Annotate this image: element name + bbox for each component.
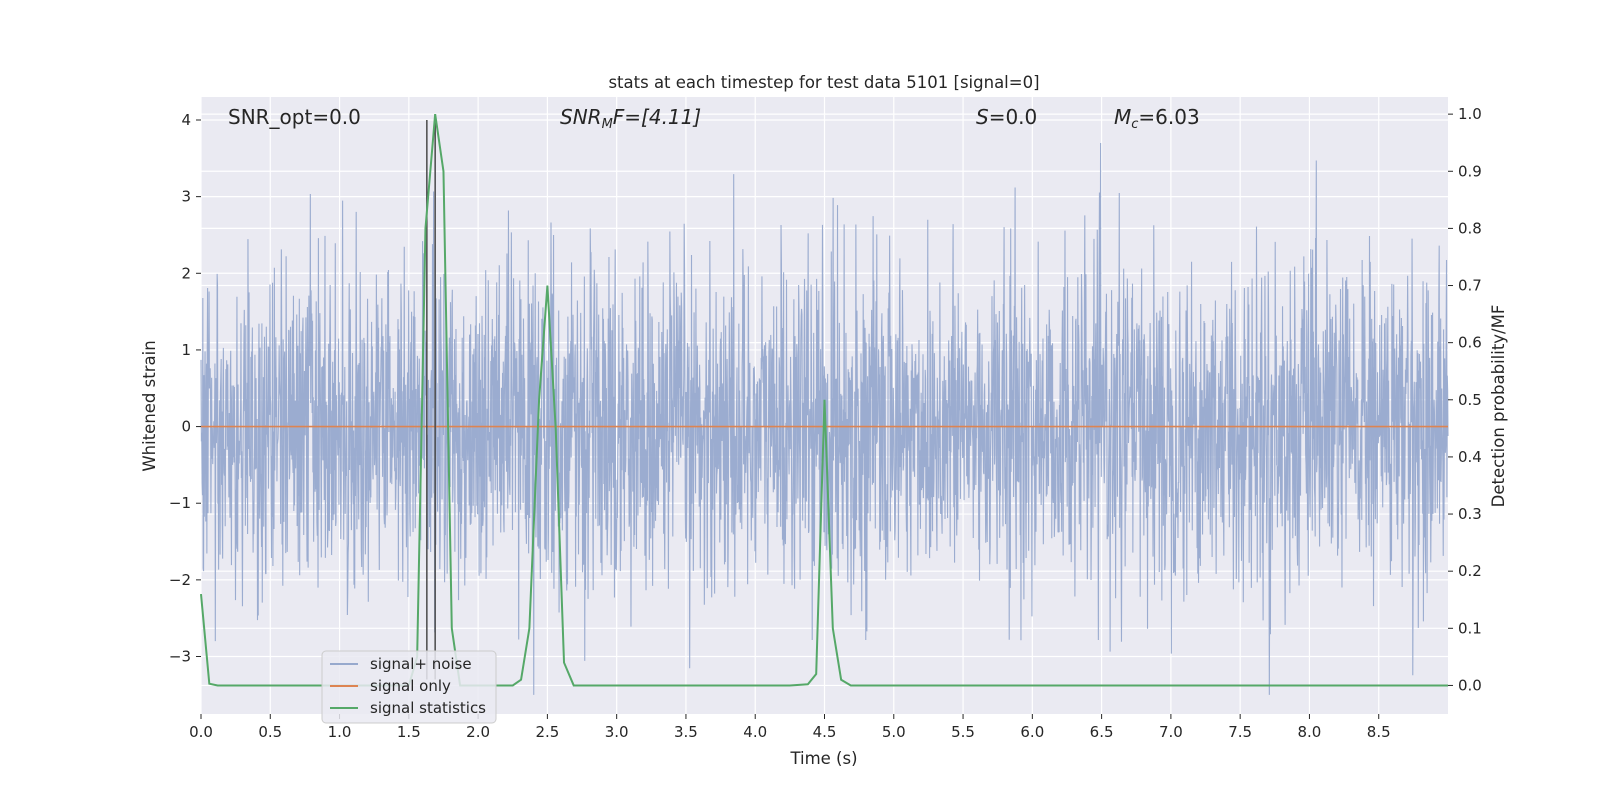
legend-label-signal-noise: signal+ noise [370,655,472,673]
y-left-tick-label: −2 [169,571,191,589]
y-right-axis-label: Detection probability/MF [1489,305,1508,508]
y-right-tick-label: 0.9 [1458,162,1482,180]
annotation-mc-rest: =6.03 [1138,105,1199,129]
x-tick-label: 1.0 [328,723,352,741]
annotation-mc-base: M [1114,105,1131,129]
y-left-tick-label: −1 [169,494,191,512]
x-tick-label: 4.0 [743,723,767,741]
y-left-tick-label: 4 [181,111,191,129]
y-right-tick-label: 0.6 [1458,334,1482,352]
x-tick-label: 6.5 [1090,723,1114,741]
annotation-s-base: S [976,105,989,129]
x-tick-label: 5.0 [882,723,906,741]
y-left-axis-ticks: 4 3 2 1 0 −1 −2 −3 [169,111,201,666]
x-axis-ticks: 0.0 0.5 1.0 1.5 2.0 2.5 3.0 3.5 4.0 4.5 5.0 5.5 6.0 6… [189,714,1391,741]
y-left-tick-label: 2 [181,264,191,282]
annotation-snr-mf-base: SNR [560,105,602,129]
x-tick-label: 8.5 [1367,723,1391,741]
y-right-tick-label: 0.0 [1458,676,1482,694]
y-right-axis-ticks: 1.0 0.9 0.8 0.7 0.6 0.5 0.4 0.3 0.2 0.1 0.0 [1448,105,1482,694]
legend: signal+ noise signal only signal statist… [321,650,497,724]
x-tick-label: 7.5 [1228,723,1252,741]
y-left-axis-label: Whitened strain [140,340,159,471]
x-tick-label: 8.0 [1298,723,1322,741]
y-left-tick-label: 3 [181,188,191,206]
x-tick-label: 6.0 [1020,723,1044,741]
x-tick-label: 1.5 [397,723,421,741]
y-left-tick-label: 1 [181,341,191,359]
y-right-tick-label: 0.7 [1458,277,1482,295]
y-right-tick-label: 0.2 [1458,562,1482,580]
signal-noise-series [200,142,1449,695]
annotation-snr-mf-sub: M [602,117,613,132]
x-tick-label: 3.5 [674,723,698,741]
y-right-tick-label: 1.0 [1458,105,1482,123]
y-right-tick-label: 0.3 [1458,505,1482,523]
annotation-s-rest: =0.0 [989,105,1038,129]
y-right-tick-label: 0.8 [1458,219,1482,237]
annotation-mc: Mc=6.03 [1114,105,1200,132]
chart-title: stats at each timestep for test data 510… [608,73,1039,92]
y-left-tick-label: 0 [181,418,191,436]
annotation-snr-mf-rest: F=[4.11] [613,105,701,129]
x-tick-label: 2.5 [535,723,559,741]
annotation-mc-sub: c [1131,117,1138,132]
annotation-s: S=0.0 [976,105,1037,129]
x-axis-label: Time (s) [789,749,857,768]
annotation-snr-opt: SNR_opt=0.0 [228,105,361,129]
y-right-tick-label: 0.4 [1458,448,1482,466]
y-left-tick-label: −3 [169,648,191,666]
x-tick-label: 3.0 [605,723,629,741]
y-right-tick-label: 0.5 [1458,391,1482,409]
x-tick-label: 0.0 [189,723,213,741]
legend-box [321,650,497,724]
x-tick-label: 7.0 [1159,723,1183,741]
y-right-tick-label: 0.1 [1458,619,1482,637]
annotation-snr-mf: SNRMF=[4.11] [560,105,701,132]
signal-noise-line [200,142,1449,695]
x-tick-label: 2.0 [466,723,490,741]
legend-label-signal-statistics: signal statistics [370,699,486,717]
x-tick-label: 4.5 [813,723,837,741]
x-tick-label: 5.5 [951,723,975,741]
x-tick-label: 0.5 [258,723,282,741]
legend-label-signal-only: signal only [370,677,451,695]
